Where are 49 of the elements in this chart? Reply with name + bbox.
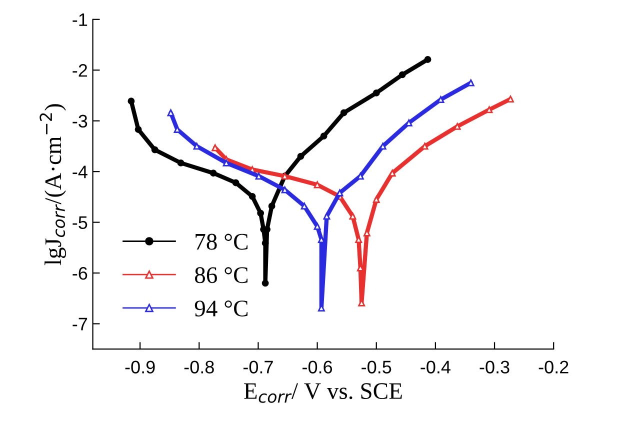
point bbox=[323, 212, 330, 220]
y-tick-label: -3 bbox=[72, 114, 88, 128]
point bbox=[300, 202, 308, 210]
y-tick-label: -7 bbox=[72, 318, 88, 330]
x-tick-label: -0.7 bbox=[243, 360, 273, 374]
point bbox=[424, 56, 432, 63]
point bbox=[248, 192, 256, 200]
x-tick-label: -0.3 bbox=[480, 360, 510, 374]
point bbox=[336, 189, 344, 196]
point bbox=[340, 109, 348, 116]
legend-label: 94 °C bbox=[194, 300, 248, 316]
point bbox=[349, 212, 356, 220]
point bbox=[314, 222, 321, 230]
legend-label: 86 °C bbox=[195, 267, 248, 284]
point bbox=[210, 170, 217, 177]
y-tick-label: -1 bbox=[72, 14, 88, 26]
point bbox=[128, 98, 135, 105]
point bbox=[134, 126, 142, 133]
point bbox=[262, 240, 269, 247]
y-tick-label: -2 bbox=[72, 64, 88, 77]
point bbox=[151, 146, 158, 154]
y-axis-title: lgJ$_{corr}$/(A·cm$^{−2}$) bbox=[40, 104, 66, 266]
x-tick-label: -0.4 bbox=[420, 360, 450, 374]
point bbox=[372, 196, 380, 203]
point bbox=[177, 159, 184, 166]
y-tick-label: -6 bbox=[72, 266, 88, 280]
point bbox=[297, 152, 304, 160]
point bbox=[486, 106, 493, 114]
point bbox=[255, 172, 262, 180]
point bbox=[268, 202, 276, 210]
y-tick-label: -5 bbox=[72, 216, 88, 230]
point bbox=[398, 71, 406, 78]
x-tick-label: -0.6 bbox=[302, 360, 332, 374]
point bbox=[167, 109, 174, 116]
point bbox=[257, 210, 264, 217]
point bbox=[372, 89, 380, 96]
x-axis-title: E$_{corr}$/ V vs. SCE bbox=[244, 383, 402, 403]
x-tick-label: -0.2 bbox=[538, 360, 568, 374]
point bbox=[314, 181, 321, 188]
legend-label: 78 °C bbox=[196, 234, 248, 250]
y-tick-label: -4 bbox=[72, 166, 88, 178]
x-tick-label: -0.9 bbox=[125, 360, 155, 374]
point bbox=[222, 159, 230, 166]
x-tick-label: -0.8 bbox=[184, 360, 214, 374]
point bbox=[507, 96, 514, 103]
x-tick-label: -0.5 bbox=[362, 360, 392, 374]
point bbox=[262, 280, 269, 287]
point bbox=[232, 179, 240, 186]
point bbox=[320, 132, 328, 140]
